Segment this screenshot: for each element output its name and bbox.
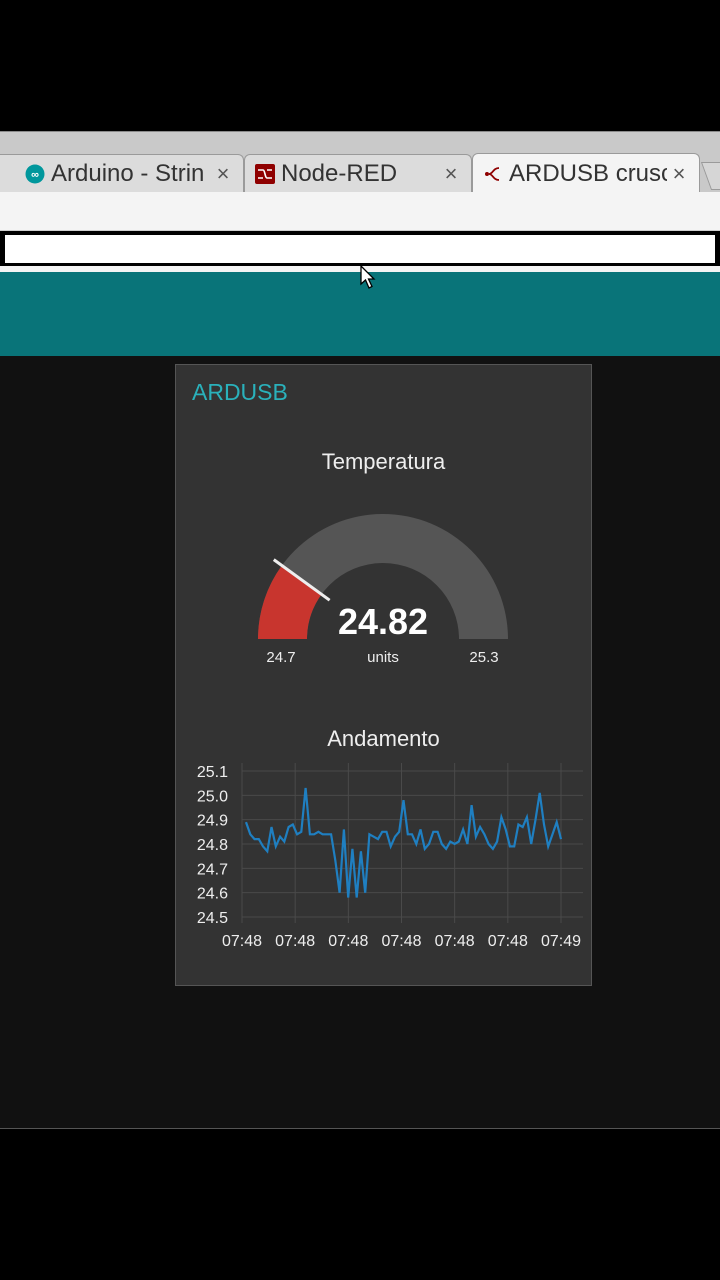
close-icon[interactable]: × <box>444 160 458 186</box>
y-axis: 25.1 25.0 24.9 24.8 24.7 24.6 24.5 <box>197 764 228 927</box>
svg-text:∞: ∞ <box>31 169 39 181</box>
new-tab-button[interactable] <box>700 162 720 190</box>
x-tick-label: 07:48 <box>222 933 262 950</box>
group-title: ARDUSB <box>192 379 288 405</box>
tab-title: Node-RED <box>281 159 398 187</box>
y-tick-label: 24.8 <box>197 837 228 854</box>
dashboard-header <box>0 272 720 356</box>
y-tick-label: 25.1 <box>197 764 228 781</box>
x-tick-label: 07:48 <box>328 933 368 950</box>
gauge-units: units <box>367 649 399 666</box>
dashboard-group-card: ARDUSB Temperatura 24.82 units 24.7 25.3… <box>175 364 592 986</box>
x-tick-label: 07:48 <box>275 933 315 950</box>
y-tick-label: 25.0 <box>197 788 228 805</box>
tab-node-red[interactable]: Node-RED × <box>244 154 472 192</box>
node-red-icon <box>255 163 275 184</box>
tab-strip: ∞ Arduino - Strin × Node-RED × ARDUSB cr… <box>0 131 720 193</box>
series-line <box>244 787 563 898</box>
close-icon[interactable]: × <box>672 160 686 186</box>
tab-ardusb[interactable]: ARDUSB crusc × <box>472 153 700 193</box>
node-red-flow-icon <box>483 164 503 184</box>
gauge-title: Temperatura <box>321 449 446 474</box>
y-tick-label: 24.9 <box>197 813 228 830</box>
y-tick-label: 24.6 <box>197 886 228 903</box>
line-chart: 25.125.024.924.824.724.624.5 07:48 07:48 0… <box>197 763 583 950</box>
gauge-needle <box>272 558 331 602</box>
x-tick-label: 07:49 <box>541 933 581 950</box>
gauge-min-label: 24.7 <box>266 649 295 666</box>
browser-toolbar <box>0 192 720 231</box>
arduino-icon: ∞ <box>25 164 45 184</box>
y-tick-label: 24.5 <box>197 910 228 927</box>
x-axis: 07:48 07:48 07:48 07:48 07:48 07:48 07:49 <box>222 933 581 950</box>
chart-title: Andamento <box>327 726 440 751</box>
gauge-max-label: 25.3 <box>469 649 498 666</box>
x-tick-label: 07:48 <box>435 933 475 950</box>
close-icon[interactable]: × <box>216 160 230 186</box>
mouse-cursor-icon <box>360 265 376 289</box>
tab-arduino[interactable]: ∞ Arduino - Strin × <box>0 154 244 192</box>
x-tick-label: 07:48 <box>381 933 421 950</box>
gauge: 24.82 units 24.7 25.3 <box>258 514 508 666</box>
y-tick-label: 24.7 <box>197 861 228 878</box>
x-tick-label: 07:48 <box>488 933 528 950</box>
gauge-value: 24.82 <box>338 601 428 642</box>
address-bar[interactable] <box>2 232 718 266</box>
tab-title: Arduino - Strin <box>51 159 205 187</box>
toolbar-divider <box>0 266 720 272</box>
gauge-track <box>258 514 508 639</box>
tab-title: ARDUSB crusc <box>509 159 667 187</box>
